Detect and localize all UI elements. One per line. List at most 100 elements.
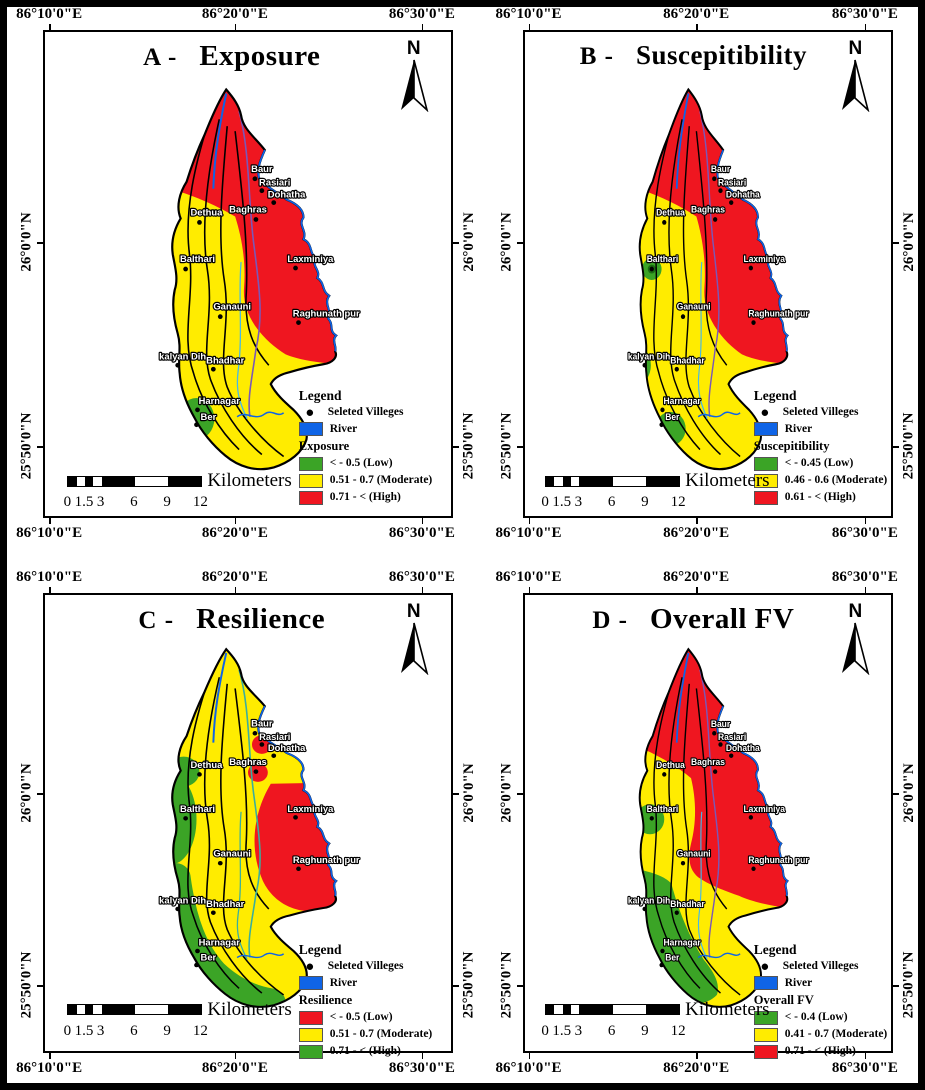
legend-title: Legend — [753, 941, 797, 957]
village-dot — [748, 815, 753, 820]
village-dot — [210, 910, 216, 915]
axis-tick — [696, 1053, 698, 1059]
latitude-label: 26°0'0"N — [900, 763, 917, 823]
scale-bar-numbers: 0 1.5 3 6 9 12 — [541, 494, 685, 512]
legend-villages-label: Seleted Villeges — [782, 960, 859, 973]
axis-tick — [517, 793, 523, 795]
village-label: Rasiari — [718, 732, 746, 742]
north-label: N — [406, 38, 421, 59]
latitude-label: 26°0'0"N — [900, 212, 917, 272]
north-arrow: N — [834, 602, 876, 680]
axis-tick — [421, 587, 424, 593]
village-dot-icon: ● — [760, 958, 770, 975]
scale-tick-label: 12 — [670, 1022, 686, 1039]
village-label: Laxminiya — [744, 254, 786, 265]
scale-bar-segment — [612, 476, 646, 486]
village-label: Bhadhar — [670, 355, 705, 366]
north-arrow-icon — [842, 59, 870, 113]
scale-tick-label: 0 — [541, 494, 549, 511]
scale-bar: Kilometers 0 1.5 3 6 9 12 — [63, 999, 297, 1041]
village-label: Baur — [251, 719, 273, 729]
village-label: kalyan Dih — [628, 351, 670, 362]
longitude-label: 86°10'0"E — [495, 569, 562, 585]
legend-villages-row: ● Seleted Villeges — [299, 959, 433, 974]
village-dot — [662, 772, 667, 777]
legend-villages-row: ● Seleted Villeges — [754, 405, 888, 420]
legend-class-row: < - 0.45 (Low) — [753, 456, 888, 471]
village-label: kalyan Dih — [159, 350, 206, 361]
latitude-label: 26°0'0"N — [460, 212, 477, 272]
map-panel: Baur Rasiari Dohatha Baghras Dethua Balthari L… — [16, 569, 476, 1076]
legend-title: Legend — [298, 941, 342, 957]
scale-tick-label: 0 — [63, 494, 72, 511]
village-label: Harnagar — [199, 395, 241, 406]
village-dot — [748, 265, 753, 271]
scale-bar-unit: Kilometers — [685, 998, 770, 1020]
north-arrow: N — [393, 602, 435, 680]
latitude-label: 26°0'0"N — [498, 763, 515, 823]
village-dot — [253, 769, 259, 774]
village-dot — [660, 948, 665, 954]
axis-tick — [421, 1053, 424, 1059]
scale-tick-label: 0 — [63, 1022, 72, 1039]
scale-tick-label: 1.5 — [74, 1022, 94, 1039]
legend-layer-title: Resilience — [298, 993, 353, 1008]
north-arrow-icon — [842, 622, 870, 676]
scale-bar-segment — [168, 1005, 202, 1015]
map-frame: Baur Rasiari Dohatha Baghras Dethua Balthari L… — [523, 593, 893, 1059]
village-dot — [712, 769, 718, 774]
latitude-label: 25°50'0"N — [460, 951, 477, 1019]
village-label: Baghras — [691, 204, 725, 215]
legend-river-label: River — [329, 976, 358, 989]
latitude-label: 25°50'0"N — [498, 412, 515, 480]
village-label: Bhadhar — [206, 354, 244, 365]
axis-tick — [234, 587, 237, 593]
axis-tick — [893, 985, 899, 987]
scale-tick-label: 12 — [670, 494, 686, 511]
axis-tick — [864, 587, 867, 593]
axis-tick — [37, 793, 43, 795]
river-swatch — [298, 976, 323, 991]
scale-bar-segment — [562, 476, 572, 486]
legend-river-label: River — [329, 422, 358, 435]
legend-layer-title: Suscepitibility — [753, 439, 830, 454]
village-label: Ber — [665, 411, 680, 422]
village-dot — [293, 265, 298, 271]
legend-layer-title: Exposure — [298, 439, 350, 454]
scale-tick-label: 1.5 — [74, 494, 94, 511]
map-frame: Baur Rasiari Dohatha Baghras Dethua Balthari L… — [43, 30, 453, 518]
scale-bar-segment — [76, 476, 85, 486]
scale-bar-graphic — [67, 1004, 203, 1016]
village-dot-icon: ● — [305, 404, 315, 421]
village-label: Dohatha — [268, 743, 306, 753]
village-label: Rasiari — [259, 177, 290, 188]
scale-tick-label: 6 — [607, 1022, 616, 1039]
village-label: Ber — [201, 953, 217, 963]
scale-bar-segment — [68, 476, 77, 486]
village-label: Balthari — [180, 804, 215, 814]
longitude-label: 86°30'0"E — [388, 1060, 455, 1076]
axis-tick — [453, 242, 459, 244]
village-dot — [183, 816, 188, 821]
village-label: Baghras — [229, 757, 267, 767]
scale-bar: Kilometers 0 1.5 3 6 9 12 — [63, 470, 297, 512]
axis-tick — [37, 985, 43, 987]
scale-bar-segment — [562, 1005, 572, 1015]
legend-river-label: River — [784, 976, 813, 989]
village-label: Baur — [711, 163, 731, 174]
scale-tick-label: 3 — [574, 1022, 583, 1039]
scale-bar-segment — [571, 476, 580, 486]
legend-title: Legend — [753, 387, 797, 403]
village-label: Laxminiya — [287, 253, 334, 264]
village-dot — [259, 188, 265, 194]
latitude-label: 25°50'0"N — [18, 412, 35, 480]
village-label: Bhadhar — [670, 899, 705, 909]
scale-bar-segment — [68, 1005, 77, 1015]
village-dot — [253, 217, 259, 222]
longitude-label: 86°10'0"E — [495, 6, 562, 22]
scale-bar-segment — [612, 1005, 646, 1015]
village-dot — [660, 407, 665, 413]
village-dot — [296, 320, 301, 325]
class-swatch-high — [298, 1044, 323, 1059]
